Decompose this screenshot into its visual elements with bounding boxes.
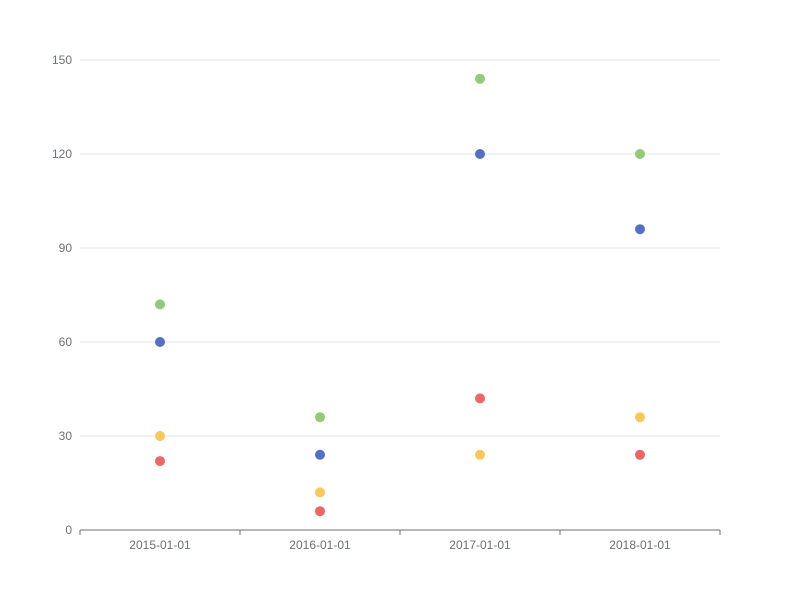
data-point — [155, 456, 165, 467]
data-point — [475, 393, 485, 404]
x-tick-label: 2017-01-01 — [449, 538, 511, 552]
data-point — [475, 449, 485, 460]
data-point — [475, 149, 485, 159]
y-tick-label: 150 — [52, 53, 72, 67]
data-point — [315, 412, 325, 423]
data-point — [315, 506, 325, 517]
y-tick-label: 90 — [59, 241, 73, 255]
x-tick-label: 2018-01-01 — [609, 538, 671, 552]
data-point — [315, 449, 325, 460]
y-tick-label: 60 — [59, 335, 73, 349]
data-point — [155, 431, 165, 441]
data-point — [155, 337, 165, 347]
data-point — [155, 299, 165, 310]
y-tick-label: 120 — [52, 147, 72, 161]
y-tick-label: 0 — [65, 523, 72, 537]
data-points — [155, 73, 645, 517]
grid-lines — [80, 59, 720, 437]
data-point — [635, 449, 645, 460]
data-point — [635, 224, 645, 235]
data-point — [635, 412, 645, 423]
y-tick-label: 30 — [59, 429, 73, 443]
data-point — [635, 149, 645, 159]
x-tick-label: 2015-01-01 — [129, 538, 191, 552]
x-tick-label: 2016-01-01 — [289, 538, 351, 552]
axes: 0 30 60 90 120 150 2015-01-01 2016-01-01 2017-01… — [52, 53, 721, 552]
data-point — [315, 487, 325, 498]
data-point — [475, 73, 485, 84]
